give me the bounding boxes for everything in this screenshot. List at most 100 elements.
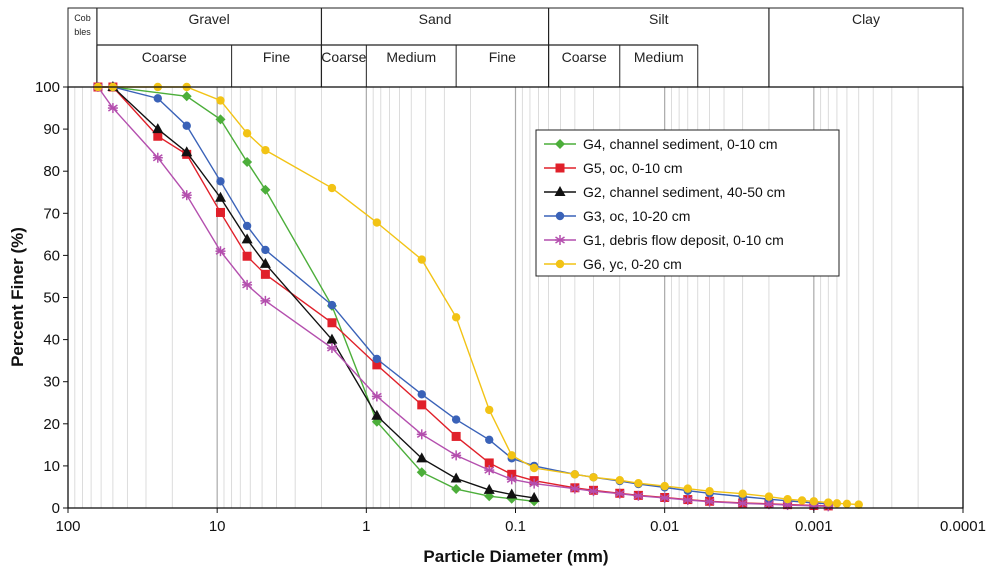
data-point bbox=[181, 146, 193, 157]
data-point bbox=[506, 474, 517, 485]
data-point bbox=[107, 103, 118, 114]
size-class-header: Cob bles Gravel Sand Silt Clay Coarse Fine Coars… bbox=[67, 7, 964, 88]
data-point bbox=[216, 96, 225, 105]
series-1 bbox=[92, 82, 540, 507]
data-point bbox=[241, 233, 253, 244]
data-point bbox=[484, 458, 494, 468]
data-point bbox=[327, 183, 337, 193]
data-point bbox=[704, 496, 715, 507]
y-tick-label: 30 bbox=[43, 374, 60, 391]
header-label-gravel: Gravel bbox=[189, 11, 230, 27]
data-point bbox=[152, 152, 163, 163]
legend-label: G4, channel sediment, 0-10 cm bbox=[583, 136, 778, 152]
data-point bbox=[634, 478, 643, 488]
data-point bbox=[485, 435, 494, 444]
data-point bbox=[242, 279, 253, 290]
legend-swatch-marker bbox=[555, 139, 565, 149]
data-point bbox=[215, 114, 226, 125]
data-point bbox=[242, 156, 253, 167]
y-tick-label: 60 bbox=[43, 247, 60, 264]
data-point bbox=[214, 191, 226, 202]
data-point bbox=[507, 451, 516, 460]
y-axis-title: Percent Finer (%) bbox=[8, 227, 27, 367]
data-point bbox=[261, 245, 270, 255]
data-point bbox=[181, 190, 192, 201]
series-line bbox=[97, 86, 535, 502]
data-point bbox=[417, 400, 427, 410]
data-point bbox=[153, 131, 163, 141]
data-point bbox=[483, 483, 495, 494]
data-point bbox=[326, 333, 338, 344]
legend: G4, channel sediment, 0-10 cm G5, oc, 0-1… bbox=[535, 129, 840, 277]
data-point bbox=[327, 318, 337, 328]
data-point bbox=[216, 177, 225, 186]
data-point bbox=[260, 184, 271, 195]
data-point bbox=[451, 484, 462, 495]
data-point bbox=[660, 481, 669, 491]
legend-label: G1, debris flow deposit, 0-10 cm bbox=[583, 232, 784, 248]
legend-swatch-marker bbox=[555, 259, 565, 269]
data-point bbox=[451, 431, 461, 441]
y-tick-label: 0 bbox=[52, 500, 60, 517]
data-point bbox=[153, 94, 163, 103]
y-tick-label: 50 bbox=[43, 290, 60, 307]
legend-box bbox=[535, 129, 840, 277]
header-label-clay: Clay bbox=[852, 11, 880, 27]
data-point bbox=[529, 463, 539, 473]
data-point bbox=[371, 409, 383, 420]
x-tick-label: 100 bbox=[55, 518, 80, 535]
header-sub-label-medium: Medium bbox=[386, 49, 436, 65]
data-point bbox=[451, 415, 461, 424]
x-tick-label: 0.1 bbox=[505, 518, 526, 535]
data-point bbox=[569, 483, 580, 494]
axes: 0 10 20 30 40 50 60 70 80 90 100 100 10 1 0.1 0.01 0.001… bbox=[35, 79, 986, 535]
header-frame bbox=[67, 7, 964, 88]
header-sub-label-medium: Medium bbox=[634, 49, 684, 65]
legend-item: G4, channel sediment, 0-10 cm bbox=[544, 136, 778, 152]
data-point bbox=[683, 484, 692, 493]
data-point bbox=[451, 313, 461, 322]
legend-label: G5, oc, 0-10 cm bbox=[583, 160, 683, 176]
y-tick-label: 80 bbox=[43, 163, 60, 180]
data-point bbox=[327, 300, 337, 310]
data-point bbox=[416, 429, 427, 440]
header-sub-label-fine: Fine bbox=[489, 49, 516, 65]
data-point bbox=[417, 255, 426, 264]
y-tick-label: 40 bbox=[43, 332, 60, 349]
data-point bbox=[259, 257, 271, 268]
data-point bbox=[737, 498, 748, 509]
data-point bbox=[832, 499, 842, 508]
series-6 bbox=[93, 82, 863, 509]
data-point bbox=[797, 496, 807, 505]
data-point bbox=[181, 91, 192, 102]
data-point bbox=[633, 490, 644, 501]
data-point bbox=[485, 405, 494, 415]
data-point bbox=[506, 488, 518, 499]
data-point bbox=[416, 452, 428, 463]
data-point bbox=[242, 129, 252, 138]
data-point bbox=[854, 500, 863, 509]
legend-label: G6, yc, 0-20 cm bbox=[583, 256, 682, 272]
data-point bbox=[372, 218, 382, 227]
data-point bbox=[242, 251, 252, 261]
x-tick-label: 0.0001 bbox=[940, 518, 986, 535]
data-point bbox=[215, 246, 226, 257]
legend-label: G2, channel sediment, 40-50 cm bbox=[583, 184, 785, 200]
data-point bbox=[215, 207, 225, 217]
data-point bbox=[484, 465, 495, 476]
series-5 bbox=[92, 82, 834, 512]
data-point bbox=[659, 492, 670, 503]
data-point bbox=[589, 473, 598, 482]
legend-label: G3, oc, 10-20 cm bbox=[583, 208, 690, 224]
header-sub-label-fine: Fine bbox=[263, 49, 290, 65]
data-point bbox=[705, 486, 714, 496]
x-tick-label: 0.001 bbox=[795, 518, 833, 535]
legend-swatch-marker bbox=[555, 163, 565, 173]
y-tick-label: 70 bbox=[43, 205, 60, 222]
y-tick-label: 100 bbox=[35, 79, 60, 96]
data-point bbox=[417, 390, 426, 399]
header-label-cobbles-2: bles bbox=[74, 27, 91, 37]
legend-swatch-marker bbox=[555, 211, 565, 221]
data-point bbox=[682, 495, 693, 506]
